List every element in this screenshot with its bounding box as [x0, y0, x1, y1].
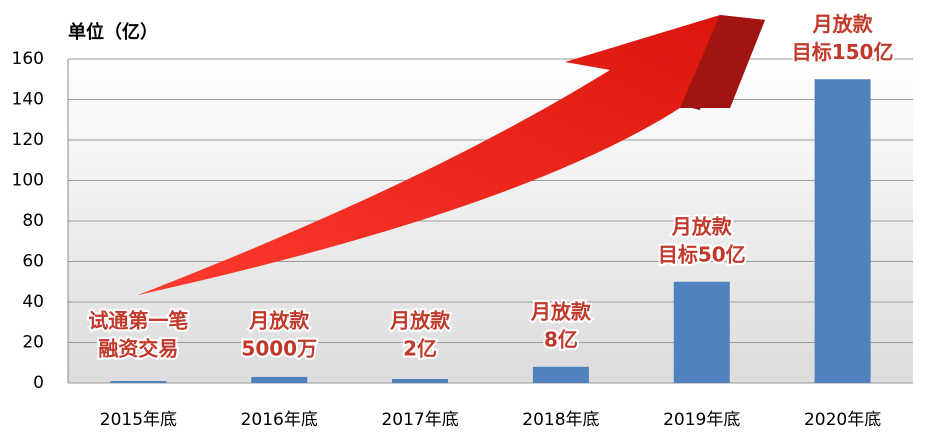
x-tick-label: 2020年底	[804, 410, 881, 430]
annotation: 5000万	[241, 337, 317, 361]
annotation: 月放款	[530, 299, 592, 323]
annotation: 目标50亿	[658, 242, 746, 266]
bar	[532, 366, 589, 383]
bar	[110, 380, 167, 383]
y-tick-label: 20	[22, 333, 44, 353]
x-tick-label: 2018年底	[522, 410, 599, 430]
x-tick-label: 2017年底	[381, 410, 458, 430]
annotation: 融资交易	[98, 337, 178, 361]
y-tick-label: 120	[12, 130, 44, 150]
annotation: 月放款	[671, 214, 733, 238]
y-tick-label: 160	[12, 49, 44, 69]
annotation: 月放款	[389, 309, 451, 333]
bar	[251, 376, 308, 383]
y-tick-label: 40	[22, 292, 44, 312]
annotation: 2亿	[403, 337, 437, 361]
annotation: 目标150亿	[792, 40, 894, 64]
y-tick-label: 140	[12, 90, 44, 110]
arrow-head-side	[680, 15, 765, 108]
y-tick-label: 0	[33, 373, 44, 393]
unit-label: 单位（亿）	[68, 21, 158, 43]
x-tick-label: 2015年底	[100, 410, 177, 430]
arrow	[138, 15, 765, 295]
x-tick-label: 2016年底	[241, 410, 318, 430]
x-tick-label: 2019年底	[663, 410, 740, 430]
annotation: 月放款	[248, 309, 310, 333]
annotation: 月放款	[812, 12, 874, 36]
y-tick-label: 60	[22, 252, 44, 272]
y-tick-label: 80	[22, 211, 44, 231]
y-tick-label: 100	[12, 171, 44, 191]
annotation: 8亿	[544, 327, 578, 351]
bar	[392, 378, 449, 383]
bar	[814, 79, 871, 383]
bar	[673, 281, 730, 383]
annotation: 试通第一笔	[88, 309, 188, 333]
